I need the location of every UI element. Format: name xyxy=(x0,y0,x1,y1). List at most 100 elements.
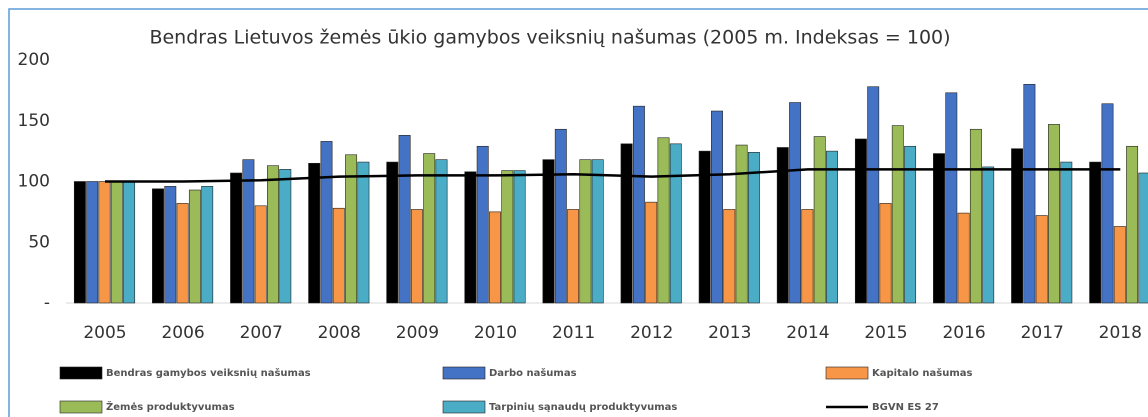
bar xyxy=(933,153,945,304)
bar xyxy=(188,189,201,304)
bar xyxy=(867,86,880,304)
x-tick-label: 2013 xyxy=(708,323,751,343)
bar xyxy=(542,159,555,304)
bar xyxy=(879,203,892,304)
bar xyxy=(969,128,982,304)
bar xyxy=(801,209,814,304)
bar xyxy=(945,92,958,304)
bar xyxy=(1113,226,1126,304)
bar xyxy=(320,141,333,304)
bar xyxy=(357,161,370,304)
bar xyxy=(201,186,214,304)
x-tick-label: 2011 xyxy=(552,323,595,343)
bar xyxy=(386,161,399,304)
bar xyxy=(645,201,658,304)
bar xyxy=(73,181,86,304)
legend-swatch xyxy=(442,366,486,380)
x-tick-label: 2017 xyxy=(1021,323,1064,343)
bar xyxy=(579,159,592,304)
bar xyxy=(904,145,917,304)
bar xyxy=(279,169,292,304)
bar xyxy=(698,150,711,304)
x-tick-label: 2012 xyxy=(630,323,673,343)
x-tick-label: 2018 xyxy=(1099,323,1142,343)
x-tick-label: 2009 xyxy=(396,323,439,343)
bar xyxy=(854,138,867,304)
x-tick-label: 2016 xyxy=(942,323,985,343)
legend-label: Bendras gamybos veiksnių našumas xyxy=(106,367,311,379)
bar xyxy=(657,137,670,304)
bar xyxy=(332,207,345,304)
bar xyxy=(723,209,736,304)
bar xyxy=(567,209,580,304)
bar xyxy=(669,143,682,304)
legend-label: Tarpinių sąnaudų produktyvumas xyxy=(489,402,677,413)
bar xyxy=(1138,172,1148,304)
x-tick-label: 2010 xyxy=(474,323,517,343)
bar xyxy=(398,135,411,304)
bar xyxy=(164,186,177,304)
x-tick-label: 2005 xyxy=(83,323,126,343)
bar xyxy=(423,153,436,304)
bar xyxy=(982,166,995,304)
bar xyxy=(489,211,501,304)
bar xyxy=(554,128,567,304)
bar xyxy=(476,145,489,304)
bar xyxy=(242,159,255,304)
bar xyxy=(410,209,423,304)
legend-swatch xyxy=(825,366,869,380)
x-tick-label: 2008 xyxy=(318,323,361,343)
x-tick-label: 2015 xyxy=(864,323,907,343)
bar xyxy=(86,181,99,304)
legend-swatch xyxy=(442,400,486,414)
bar xyxy=(267,165,279,304)
bar xyxy=(1048,124,1060,304)
legend-swatch xyxy=(59,400,103,414)
bar xyxy=(464,171,477,304)
x-tick-label: 2014 xyxy=(786,323,829,343)
legend-label: Darbo našumas xyxy=(489,367,577,379)
bar xyxy=(632,105,645,304)
x-tick-label: 2007 xyxy=(240,323,283,343)
y-tick-label: 200 xyxy=(18,50,50,70)
bar xyxy=(620,143,633,304)
y-tick-label: 50 xyxy=(28,232,50,252)
y-tick-label: 150 xyxy=(18,111,50,131)
bar xyxy=(176,203,189,304)
bar xyxy=(1126,145,1139,304)
bar xyxy=(789,102,802,304)
bar xyxy=(98,181,111,304)
legend-label: Kapitalo našumas xyxy=(872,367,972,379)
bar xyxy=(1060,161,1073,304)
y-tick-label: 100 xyxy=(18,172,50,192)
bar xyxy=(1011,148,1024,304)
bar xyxy=(735,144,748,304)
legend-label: Žemės produktyvumas xyxy=(106,400,235,413)
line xyxy=(105,168,1121,183)
bar xyxy=(513,170,526,304)
bar xyxy=(1035,215,1048,304)
bar xyxy=(813,136,826,304)
bar xyxy=(1101,103,1114,304)
bar xyxy=(957,212,970,304)
bar xyxy=(776,147,789,304)
legend-swatch xyxy=(59,366,103,380)
bar xyxy=(1023,84,1036,304)
bar xyxy=(110,181,123,304)
bar xyxy=(826,150,838,304)
bar xyxy=(345,154,358,304)
bar xyxy=(747,152,760,304)
bar xyxy=(308,162,321,304)
bar xyxy=(501,170,514,304)
bar xyxy=(591,159,604,304)
bar xyxy=(1089,161,1102,304)
bar xyxy=(711,110,723,304)
legend-label: BGVN ES 27 xyxy=(872,402,939,413)
y-tick-label: - xyxy=(44,293,50,313)
bar xyxy=(435,159,448,304)
bar xyxy=(123,181,136,304)
bar xyxy=(230,172,243,304)
chart-title: Bendras Lietuvos žemės ūkio gamybos veik… xyxy=(149,27,950,49)
frame xyxy=(8,8,1148,417)
